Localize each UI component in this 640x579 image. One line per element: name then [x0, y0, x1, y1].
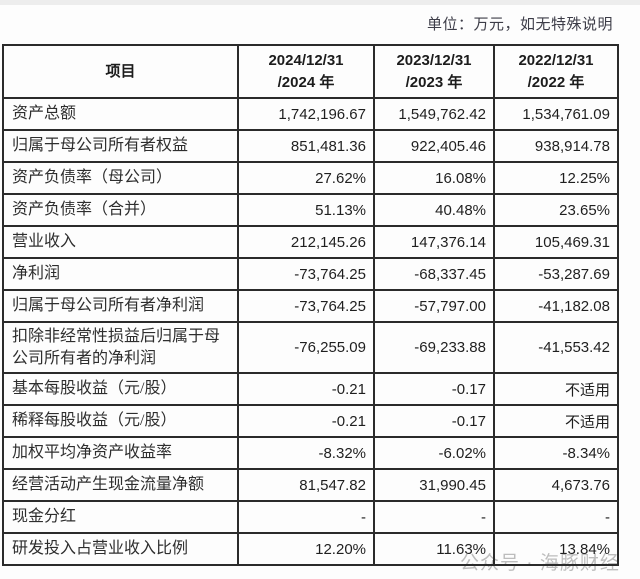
cell-value: -8.34% [493, 436, 619, 471]
cell-value: -0.17 [373, 372, 495, 407]
cell-value: 不适用 [493, 404, 619, 439]
table-row: 营业收入 212,145.26 147,376.14 105,469.31 [2, 225, 619, 259]
cell-value: 31,990.45 [373, 468, 495, 503]
table-row: 研发投入占营业收入比例 12.20% 11.63% 13.84% [2, 532, 619, 567]
cell-value: 1,549,762.42 [373, 97, 495, 131]
row-label: 净利润 [2, 257, 239, 291]
unit-note: 单位：万元，如无特殊说明 [426, 17, 613, 33]
table-row: 归属于母公司所有者权益 851,481.36 922,405.46 938,914.7… [2, 129, 619, 163]
cell-value: 212,145.26 [237, 225, 375, 259]
cell-value: -68,337.45 [373, 257, 495, 291]
row-label: 扣除非经常性损益后归属于母公司所有者的净利润 [2, 320, 239, 375]
cell-value: 4,673.76 [493, 468, 619, 503]
table-row: 加权平均净资产收益率 -8.32% -6.02% -8.34% [2, 436, 619, 471]
cell-value: 147,376.14 [373, 225, 495, 259]
cell-value: 851,481.36 [237, 129, 375, 163]
cell-value: -0.17 [373, 404, 495, 439]
cell-value: 16.08% [373, 161, 495, 195]
row-label: 归属于母公司所有者权益 [2, 129, 239, 163]
cell-value: -73,764.25 [237, 257, 375, 291]
year-column-header: 2022/12/31/2022 年 [493, 44, 619, 99]
table-row: 现金分红 - - - [2, 500, 619, 535]
year-column-header: 2023/12/31/2023 年 [373, 44, 495, 99]
header-row: 项目 2024/12/31/2024 年 2023/12/31/2023 年 202… [2, 44, 619, 99]
table-row: 资产负债率（合并） 51.13% 40.48% 23.65% [2, 193, 619, 227]
cell-value: - [237, 500, 375, 535]
cell-value: 27.62% [237, 161, 375, 195]
cell-value: 23.65% [493, 193, 619, 227]
year-column-header: 2024/12/31/2024 年 [237, 44, 375, 99]
row-label: 稀释每股收益（元/股） [2, 404, 239, 439]
cell-value: 1,534,761.09 [493, 97, 619, 131]
table-row: 稀释每股收益（元/股） -0.21 -0.17 不适用 [2, 404, 619, 439]
row-label: 营业收入 [2, 225, 239, 259]
cell-value: -53,287.69 [493, 257, 619, 291]
item-column-header: 项目 [2, 44, 239, 99]
row-label: 资产总额 [2, 97, 239, 131]
table-row: 净利润 -73,764.25 -68,337.45 -53,287.69 [2, 257, 619, 291]
cell-value: - [493, 500, 619, 535]
cell-value: 40.48% [373, 193, 495, 227]
cell-value: -57,797.00 [373, 289, 495, 323]
cell-value: 51.13% [237, 193, 375, 227]
table-row: 资产负债率（母公司） 27.62% 16.08% 12.25% [2, 161, 619, 195]
cell-value: -41,182.08 [493, 289, 619, 323]
cell-value: 12.25% [493, 161, 619, 195]
cell-value: 938,914.78 [493, 129, 619, 163]
cell-value: -0.21 [237, 372, 375, 407]
cell-value: 922,405.46 [373, 129, 495, 163]
cell-value: -41,553.42 [493, 320, 619, 375]
top-strip [0, 0, 640, 5]
table-row: 基本每股收益（元/股） -0.21 -0.17 不适用 [2, 372, 619, 407]
row-label: 资产负债率（母公司） [2, 161, 239, 195]
row-label: 现金分红 [2, 500, 239, 535]
row-label: 加权平均净资产收益率 [2, 436, 239, 471]
cell-value: -0.21 [237, 404, 375, 439]
cell-value: 105,469.31 [493, 225, 619, 259]
cell-value: - [373, 500, 495, 535]
cell-value: -6.02% [373, 436, 495, 471]
cell-value: 13.84% [493, 532, 619, 567]
row-label: 资产负债率（合并） [2, 193, 239, 227]
cell-value: -73,764.25 [237, 289, 375, 323]
table-row: 经营活动产生现金流量净额 81,547.82 31,990.45 4,673.76 [2, 468, 619, 503]
row-label: 经营活动产生现金流量净额 [2, 468, 239, 503]
row-label: 归属于母公司所有者净利润 [2, 289, 239, 323]
cell-value: 11.63% [373, 532, 495, 567]
cell-value: 1,742,196.67 [237, 97, 375, 131]
table-row: 归属于母公司所有者净利润 -73,764.25 -57,797.00 -41,182.… [2, 289, 619, 323]
table-row: 扣除非经常性损益后归属于母公司所有者的净利润 -76,255.09 -69,233.… [2, 320, 619, 375]
cell-value: -69,233.88 [373, 320, 495, 375]
cell-value: 81,547.82 [237, 468, 375, 503]
table-row: 资产总额 1,742,196.67 1,549,762.42 1,534,761.09 [2, 97, 619, 131]
cell-value: 不适用 [493, 372, 619, 407]
row-label: 研发投入占营业收入比例 [2, 532, 239, 567]
row-label: 基本每股收益（元/股） [2, 372, 239, 407]
financial-summary-table: 项目 2024/12/31/2024 年 2023/12/31/2023 年 202… [2, 44, 619, 567]
cell-value: -76,255.09 [237, 320, 375, 375]
cell-value: -8.32% [237, 436, 375, 471]
cell-value: 12.20% [237, 532, 375, 567]
